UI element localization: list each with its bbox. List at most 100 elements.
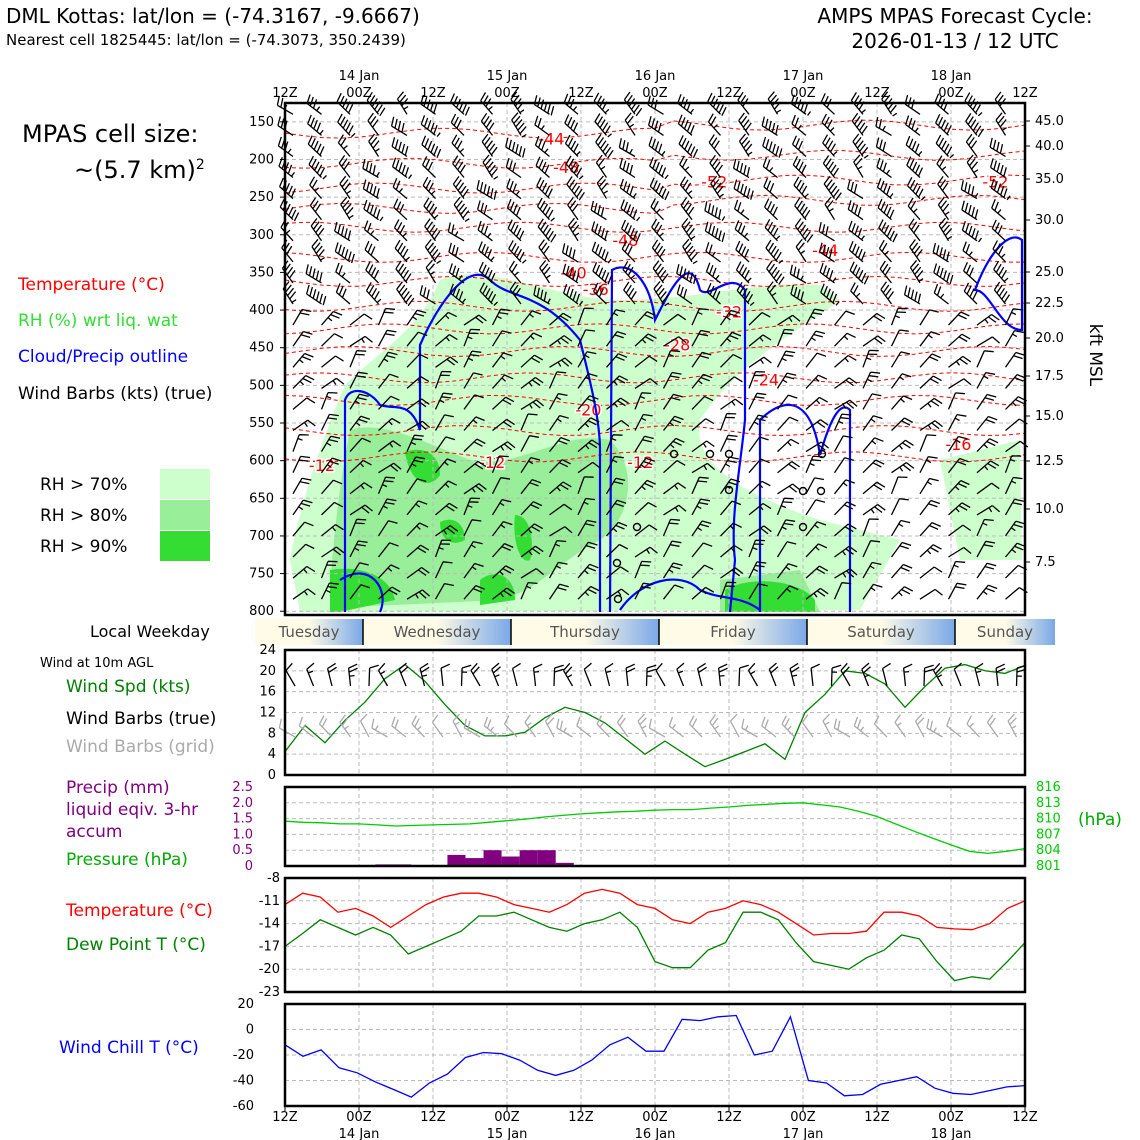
wind-barb — [378, 417, 401, 431]
wind-barb-true — [645, 664, 657, 687]
wind-barb — [1005, 396, 1027, 410]
wind-barb — [720, 544, 743, 558]
wind-barb-grid — [431, 714, 444, 738]
wind-barb — [507, 219, 525, 242]
wind-barb — [820, 283, 840, 306]
wind-barb-grid — [926, 718, 943, 738]
wind-barb — [392, 178, 408, 200]
wind-barb — [511, 112, 527, 138]
wind-barb — [649, 177, 670, 201]
wind-barb — [833, 413, 852, 431]
wind-barb — [307, 114, 324, 136]
wind-barb — [947, 582, 967, 600]
wind-barb — [662, 562, 683, 579]
wind-barb — [463, 519, 482, 537]
wind-barb — [919, 309, 939, 326]
wind-barb — [491, 477, 511, 495]
pressure-tick-label: 810 — [1036, 812, 1061, 827]
wind-barb — [577, 563, 599, 579]
wind-barb-grid — [729, 713, 740, 738]
wind-barb — [963, 282, 978, 305]
wind-barb — [634, 457, 656, 474]
legend-cloud: Cloud/Precip outline — [18, 347, 189, 367]
precip-bar — [555, 862, 574, 866]
wind-barb — [406, 500, 428, 516]
wind-barb — [777, 314, 801, 326]
wind-barb — [876, 157, 892, 179]
wind-barb — [549, 459, 571, 474]
wind-barb — [862, 481, 886, 495]
wind-barb — [634, 502, 657, 516]
top-date-label: 18 Jan — [931, 69, 972, 84]
wind-tick-label: 20 — [259, 664, 276, 679]
rh-region — [514, 515, 532, 561]
temperature-contour-label: -12 — [627, 453, 653, 472]
wind-barb — [634, 524, 658, 537]
wind-barb — [564, 114, 579, 136]
legend-rh: RH (%) wrt liq. wat — [18, 311, 178, 331]
wind-barb — [605, 455, 624, 473]
wind-barb — [377, 520, 398, 537]
wind-barb — [292, 352, 314, 368]
wind-barb — [421, 135, 442, 159]
wind-barb — [733, 179, 754, 200]
wind-barb — [762, 157, 778, 179]
wind-barb — [567, 217, 580, 242]
pressure-tick-label: 801 — [1036, 859, 1061, 874]
wind-barb — [479, 282, 498, 306]
wind-barb — [966, 154, 979, 178]
wind-barb — [691, 542, 713, 558]
wind-barb — [506, 178, 522, 200]
wind-barb — [566, 176, 585, 201]
wind-barb — [520, 354, 544, 368]
wind-barb — [748, 356, 772, 368]
wind-barb — [520, 568, 545, 579]
wind-barb — [891, 462, 915, 474]
bottom-date-label: 16 Jan — [635, 1127, 676, 1140]
wind-barb — [662, 415, 684, 431]
wind-barb — [377, 476, 396, 495]
wind-barb — [764, 198, 778, 221]
wind-barb — [491, 498, 512, 516]
wind-barb — [734, 220, 750, 242]
wind-barb — [605, 477, 626, 495]
wind-barb — [406, 566, 430, 579]
wind-barb-true — [840, 662, 851, 687]
weekday-cell — [807, 619, 955, 645]
wind-barb — [520, 545, 544, 558]
wind-barb-true — [655, 662, 666, 687]
wind-barb — [520, 413, 538, 431]
wind-barb — [834, 332, 856, 347]
wind-barb — [321, 310, 343, 326]
cell-size-text: ~(5.7 km) — [74, 156, 196, 184]
wind-barb — [847, 179, 864, 200]
wind-barb — [606, 543, 629, 558]
wind-barb-grid — [822, 713, 833, 738]
wind-barb — [425, 259, 437, 284]
wind-barb — [434, 392, 453, 410]
wind-barb-grid — [359, 713, 370, 738]
wind-barb — [947, 435, 968, 452]
wind-barb — [834, 523, 857, 537]
wind-barb — [378, 462, 402, 474]
cloud-outline — [758, 403, 852, 612]
calm-marker — [816, 486, 826, 496]
wind-barb — [321, 479, 343, 495]
wind-barb — [710, 175, 724, 199]
wind-barb — [577, 476, 594, 495]
wind-barb — [676, 264, 697, 285]
calm-marker — [724, 485, 734, 495]
wind-barb — [909, 259, 924, 284]
wind-barb — [634, 392, 652, 410]
wind-barb — [651, 218, 664, 242]
wind-barb — [794, 218, 814, 243]
wind-barb — [719, 309, 741, 326]
wind-barb — [549, 481, 572, 495]
wind-barb — [424, 218, 441, 242]
wind-barb — [862, 561, 882, 579]
wind-barb — [776, 350, 796, 368]
wind-barb — [590, 200, 607, 221]
wind-barb-grid — [391, 716, 407, 738]
wind-barb-true — [562, 662, 574, 687]
wind-barb — [281, 239, 294, 263]
